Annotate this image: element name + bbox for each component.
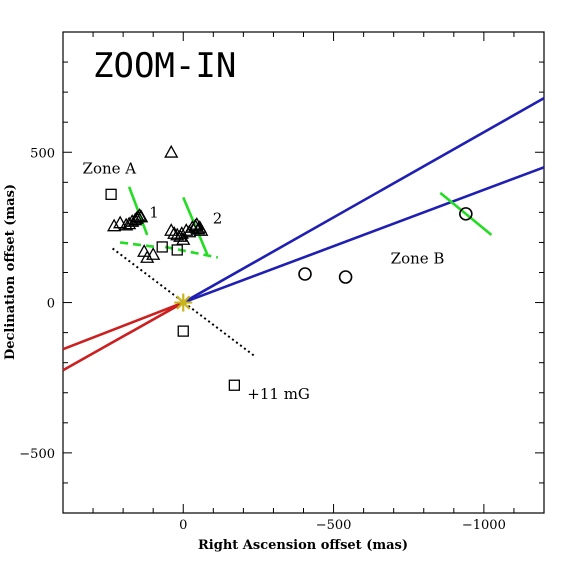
triangle-point [185, 220, 200, 233]
triangle-point [167, 226, 182, 239]
square-point [171, 244, 183, 256]
green-line [119, 241, 157, 249]
triangle-point [107, 218, 122, 232]
circle-point [298, 267, 312, 281]
green-line [164, 245, 219, 259]
triangle-point [113, 215, 128, 229]
annotation-label: 2 [213, 209, 223, 227]
tick-labels: 0 −500 −1000 −500 0 500 [19, 146, 506, 533]
square-point [156, 241, 168, 253]
annotation-label: +11 mG [247, 385, 310, 403]
annotation-label: Zone B [391, 249, 445, 267]
origin-star-group [174, 293, 193, 312]
blue-line [182, 97, 545, 304]
annotation-label: 1 [149, 203, 159, 221]
triangle-point [164, 223, 179, 236]
origin-star [176, 295, 191, 310]
x-tick-label: −500 [316, 518, 352, 533]
data-points [105, 144, 473, 391]
chart-title: ZOOM-IN [93, 46, 236, 86]
x-axis-label: Right Ascension offset (mas) [198, 538, 408, 553]
triangle-point [189, 217, 204, 230]
y-tick-label: −500 [19, 447, 55, 462]
blue-line [182, 166, 545, 304]
line-features [62, 97, 545, 372]
triangle-point [134, 209, 149, 223]
y-tick-label: 500 [30, 146, 55, 161]
square-point [228, 379, 241, 391]
circle-point [459, 207, 473, 221]
y-axis-label: Declination offset (mas) [3, 184, 18, 360]
green-line [439, 191, 493, 236]
plot-frame [62, 31, 545, 514]
square-point [177, 325, 189, 337]
annotations: Zone A Zone B 1 2 +11 mG [83, 159, 445, 402]
y-tick-label: 0 [47, 297, 55, 312]
triangle-point [146, 247, 161, 260]
triangle-point [140, 250, 155, 263]
x-tick-label: −1000 [462, 518, 506, 533]
annotation-label: Zone A [83, 159, 137, 177]
square-point [105, 188, 117, 200]
triangle-point [194, 223, 209, 236]
x-tick-label: 0 [179, 518, 187, 533]
triangle-point [164, 144, 179, 158]
red-line [62, 301, 184, 351]
circle-point [338, 270, 353, 284]
red-line [62, 301, 184, 372]
triangle-point [176, 232, 191, 245]
axis-ticks [63, 32, 545, 513]
